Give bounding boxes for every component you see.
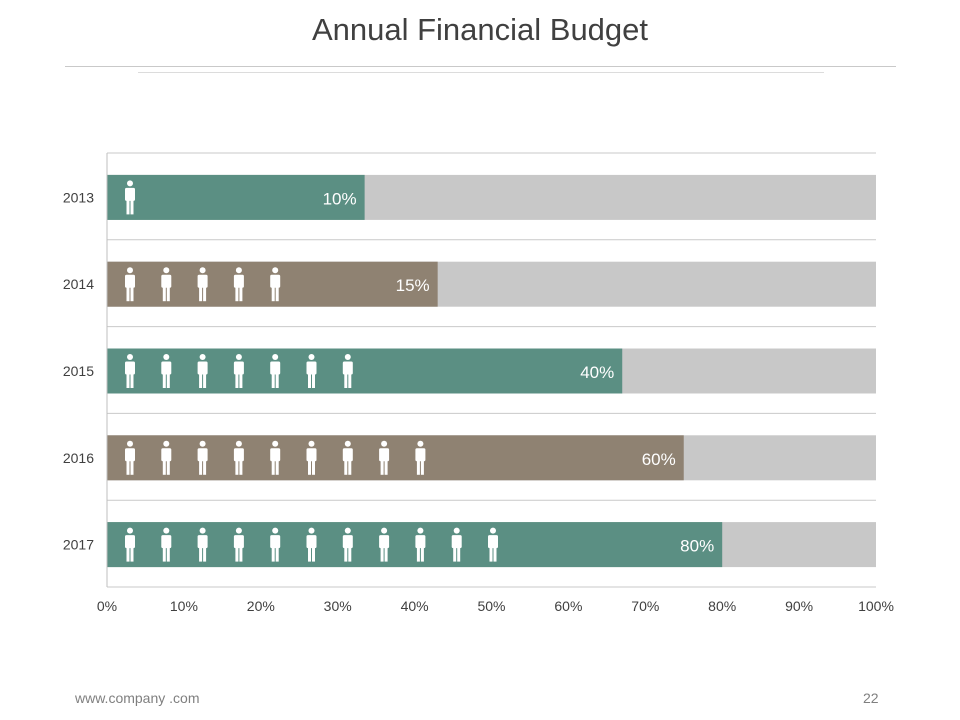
x-tick-label: 20% — [247, 598, 275, 614]
bar-2015 — [107, 348, 623, 394]
x-tick-label: 10% — [170, 598, 198, 614]
person-icon — [233, 527, 244, 562]
person-icon — [306, 527, 317, 562]
person-icon — [270, 354, 281, 388]
person-icon — [125, 267, 135, 302]
person-icon — [233, 440, 244, 475]
person-icon — [161, 354, 172, 388]
title-subdivider — [138, 72, 824, 73]
person-icon — [197, 440, 208, 475]
person-icon — [415, 527, 426, 562]
person-icon — [342, 440, 353, 475]
y-tick-label: 2014 — [63, 276, 94, 292]
person-icon — [197, 267, 208, 302]
page-number: 22 — [863, 690, 879, 706]
person-icon — [451, 527, 462, 562]
x-tick-label: 100% — [858, 598, 894, 614]
person-icon — [125, 527, 135, 562]
data-label: 40% — [580, 363, 614, 382]
person-icon — [306, 440, 317, 475]
x-tick-label: 30% — [324, 598, 352, 614]
data-label: 60% — [642, 450, 676, 469]
person-icon — [379, 440, 390, 475]
data-label: 15% — [396, 276, 430, 295]
x-tick-label: 90% — [785, 598, 813, 614]
title-divider — [65, 66, 896, 67]
person-icon — [379, 527, 390, 562]
person-icon — [270, 527, 281, 562]
y-tick-label: 2013 — [63, 189, 94, 205]
person-icon — [342, 354, 353, 388]
bar-2017 — [107, 522, 723, 568]
page-title: Annual Financial Budget — [311, 12, 649, 47]
y-tick-label: 2016 — [63, 450, 94, 466]
person-icon — [125, 180, 135, 215]
data-label: 80% — [680, 537, 714, 556]
x-tick-label: 80% — [708, 598, 736, 614]
person-icon — [270, 267, 281, 302]
person-icon — [161, 267, 172, 302]
person-icon — [270, 440, 281, 475]
data-label: 10% — [323, 189, 357, 208]
person-icon — [125, 354, 135, 388]
person-icon — [161, 440, 172, 475]
person-icon — [233, 267, 244, 302]
x-tick-label: 0% — [97, 598, 117, 614]
person-icon — [161, 527, 172, 562]
bar-2016 — [107, 435, 684, 481]
person-icon — [306, 354, 317, 388]
x-tick-label: 60% — [554, 598, 582, 614]
footer-url: www.company .com — [75, 690, 200, 706]
person-icon — [415, 440, 426, 475]
person-icon — [125, 440, 135, 475]
y-tick-label: 2017 — [63, 537, 94, 553]
bar-2013 — [107, 174, 365, 220]
x-tick-label: 70% — [631, 598, 659, 614]
y-tick-label: 2015 — [63, 363, 94, 379]
person-icon — [197, 527, 208, 562]
x-tick-label: 40% — [401, 598, 429, 614]
person-icon — [342, 527, 353, 562]
person-icon — [488, 527, 498, 562]
person-icon — [233, 354, 244, 388]
x-tick-label: 50% — [477, 598, 505, 614]
person-icon — [197, 354, 208, 388]
